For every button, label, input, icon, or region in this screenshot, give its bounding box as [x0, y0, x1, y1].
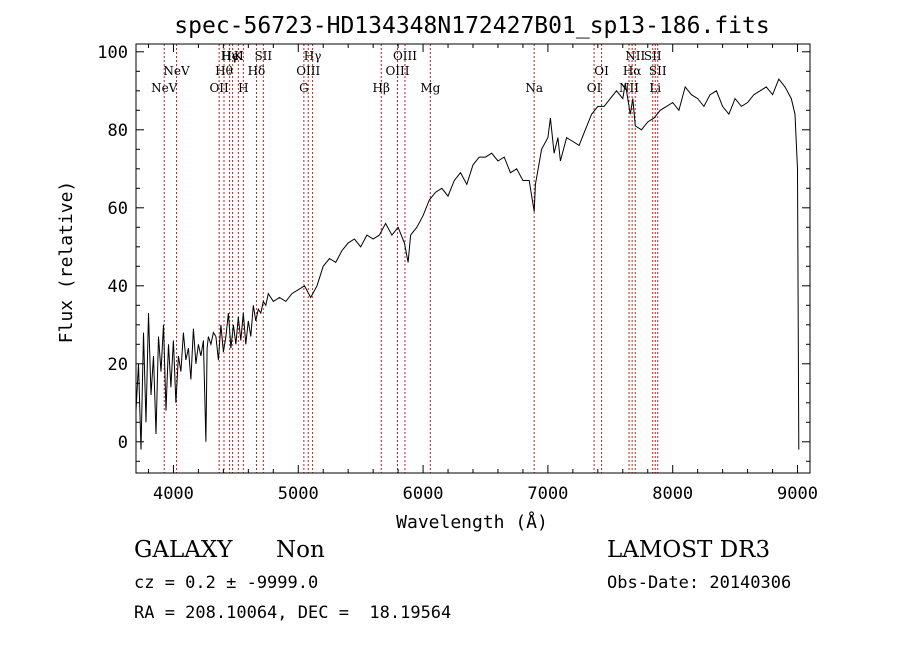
- spectral-line-label: OI: [587, 81, 602, 95]
- x-axis-label: Wavelength (Å): [396, 511, 548, 533]
- x-axis-ticks: 4000 5000 6000 7000 8000 9000: [147, 44, 818, 504]
- spectral-line-label: Na: [525, 81, 543, 95]
- y-tick-label: 100: [97, 43, 128, 63]
- spectral-line-label: NII: [625, 49, 645, 63]
- spectral-line-label: Hγ: [304, 49, 322, 63]
- y-tick-label: 20: [108, 355, 128, 375]
- spectral-line-label: SII: [649, 64, 667, 78]
- y-tick-label: 0: [118, 433, 128, 453]
- spectral-line-label: NII: [619, 81, 639, 95]
- observation-date: Obs-Date: 20140306: [607, 573, 792, 593]
- x-tick-label: 4000: [153, 484, 194, 504]
- object-class: GALAXY: [134, 537, 233, 563]
- y-tick-label: 60: [108, 199, 128, 219]
- spectral-line-label: Li: [649, 81, 661, 95]
- chart-title: spec-56723-HD134348N172427B01_sp13-186.f…: [174, 13, 769, 39]
- y-tick-label: 80: [108, 121, 128, 141]
- y-tick-label: 40: [108, 277, 128, 297]
- spectral-line-label: G: [299, 81, 309, 95]
- spectral-line-label: Hβ: [373, 81, 390, 95]
- spectral-line-label: OIII: [393, 49, 417, 63]
- x-tick-label: 5000: [278, 484, 319, 504]
- spectral-line-label: SII: [254, 49, 272, 63]
- spectral-line-label: K: [234, 49, 244, 63]
- spectral-line-label: OIII: [385, 64, 409, 78]
- survey-name: LAMOST DR3: [607, 537, 771, 563]
- spectral-line-label: SII: [644, 49, 662, 63]
- object-subclass: Non: [276, 537, 325, 563]
- plot-frame: [135, 43, 811, 474]
- spectral-line-label: OII: [209, 81, 229, 95]
- y-axis-ticks: 0 20 40 60 80 100: [97, 43, 810, 462]
- spectral-line-label: NeV: [151, 81, 178, 95]
- spectral-line-label: OIII: [296, 64, 320, 78]
- spectrum-series-line: [135, 78, 800, 450]
- spectral-line-label: HeI: [221, 49, 244, 63]
- spectral-line-label: Hα: [623, 64, 642, 78]
- x-tick-label: 9000: [777, 484, 818, 504]
- spectral-line-label: NeV: [163, 64, 190, 78]
- spectral-line-label: Mg: [420, 81, 440, 95]
- x-tick-label: 7000: [527, 484, 568, 504]
- spectral-line-label: Hθ: [215, 64, 233, 78]
- x-tick-label: 6000: [403, 484, 444, 504]
- spectral-line-label: Hγ: [221, 49, 239, 63]
- y-axis-label: Flux (relative): [56, 181, 77, 344]
- spectral-line-label: OI: [594, 64, 609, 78]
- spectral-line-labels: NeVNeVOIIHθHγHeIKHHδSIIGOIIIHγHβOIIIOIII…: [151, 49, 667, 95]
- spectral-line-label: H: [238, 81, 248, 95]
- spectral-line-label: Hδ: [248, 64, 266, 78]
- spectral-line-markers: [163, 44, 659, 473]
- redshift-readout: cz = 0.2 ± -9999.0: [134, 573, 319, 593]
- coordinates: RA = 208.10064, DEC = 18.19564: [134, 603, 452, 623]
- x-tick-label: 8000: [652, 484, 693, 504]
